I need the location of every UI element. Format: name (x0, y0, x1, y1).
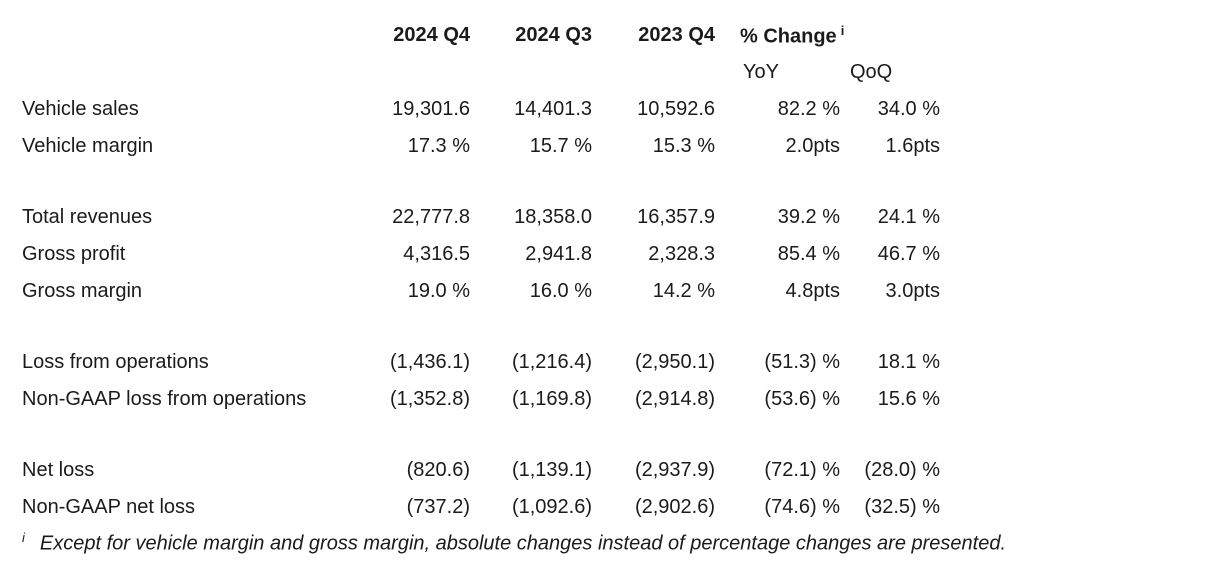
group-spacer-row (22, 310, 940, 344)
cell-2024-q3: (1,169.8) (511, 388, 592, 410)
cell-2024-q3: 14,401.3 (514, 98, 592, 120)
header-spacer-cell (22, 17, 362, 54)
table-row: Non-GAAP loss from operations (1,352.8) (1… (22, 381, 940, 418)
cell-yoy: 39.2 % (777, 206, 840, 228)
table-row: Non-GAAP net loss (737.2) (1,092.6) (2,902.… (22, 489, 940, 526)
col-subheader-qoq: QoQ (850, 61, 893, 83)
row-label: Loss from operations (22, 351, 209, 373)
cell-yoy: (72.1) % (764, 459, 840, 481)
row-label: Vehicle sales (22, 98, 139, 120)
group-spacer-cell (22, 165, 940, 199)
quarter-header-row: 2024 Q4 2024 Q3 2023 Q4 % Change i (22, 17, 940, 54)
cell-2024-q3: (1,092.6) (511, 496, 592, 518)
cell-2024-q4: 19,301.6 (392, 98, 470, 120)
table-row: Gross margin 19.0 % 16.0 % 14.2 % 4.8pts 3.0p… (22, 273, 940, 310)
cell-2024-q4: (737.2) (406, 496, 470, 518)
col-header-2024-q4: 2024 Q4 (393, 24, 470, 46)
col-subheader-yoy: YoY (743, 61, 779, 83)
footnote-mark-superscript: i (840, 22, 845, 38)
col-header-percent-change: % Change i (715, 17, 940, 54)
group-spacer-cell (22, 418, 940, 452)
quarterly-results-table: 2024 Q4 2024 Q3 2023 Q4 % Change i YoY Qo… (22, 17, 940, 526)
cell-yoy: 82.2 % (777, 98, 840, 120)
row-label: Vehicle margin (22, 135, 154, 157)
cell-yoy: (51.3) % (764, 351, 840, 373)
cell-2024-q4: (820.6) (406, 459, 470, 481)
cell-qoq: 3.0pts (885, 280, 940, 302)
cell-yoy: 2.0pts (785, 135, 840, 157)
cell-2023-q4: (2,950.1) (634, 351, 715, 373)
table-row: Vehicle margin 17.3 % 15.7 % 15.3 % 2.0pts 1.… (22, 128, 940, 165)
footnote-text: Except for vehicle margin and gross marg… (39, 532, 1007, 555)
cell-qoq: (28.0) % (864, 459, 940, 481)
cell-2024-q4: 22,777.8 (392, 206, 470, 228)
cell-yoy: 85.4 % (777, 243, 840, 265)
group-spacer-row (22, 418, 940, 452)
cell-2023-q4: (2,914.8) (634, 388, 715, 410)
cell-2024-q3: 18,358.0 (514, 206, 592, 228)
cell-qoq: 15.6 % (877, 388, 940, 410)
cell-2023-q4: 2,328.3 (648, 243, 715, 265)
cell-qoq: 1.6pts (885, 135, 940, 157)
percent-change-label: % Change (740, 25, 837, 48)
table-row: Total revenues 22,777.8 18,358.0 16,357.9 39… (22, 199, 940, 236)
table-row: Gross profit 4,316.5 2,941.8 2,328.3 85.4 % 4… (22, 236, 940, 273)
group-spacer-cell (22, 310, 940, 344)
footnote-mark: i (22, 530, 25, 545)
cell-2024-q3: 15.7 % (529, 135, 592, 157)
cell-2023-q4: 15.3 % (652, 135, 715, 157)
col-header-2024-q3: 2024 Q3 (515, 24, 592, 46)
cell-2023-q4: 10,592.6 (637, 98, 715, 120)
table-row: Vehicle sales 19,301.6 14,401.3 10,592.6 82.… (22, 91, 940, 128)
col-header-2023-q4: 2023 Q4 (638, 24, 715, 46)
cell-2023-q4: (2,937.9) (634, 459, 715, 481)
subheader-row: YoY QoQ (22, 54, 940, 91)
cell-yoy: (74.6) % (764, 496, 840, 518)
cell-2023-q4: 14.2 % (652, 280, 715, 302)
row-label: Non-GAAP loss from operations (22, 388, 307, 410)
row-label: Non-GAAP net loss (22, 496, 196, 518)
row-label: Total revenues (22, 206, 153, 228)
row-label: Net loss (22, 459, 95, 481)
group-spacer-row (22, 165, 940, 199)
cell-2023-q4: 16,357.9 (637, 206, 715, 228)
table-row: Loss from operations (1,436.1) (1,216.4) (2… (22, 344, 940, 381)
cell-2024-q4: (1,436.1) (389, 351, 470, 373)
cell-2024-q3: (1,139.1) (511, 459, 592, 481)
row-label: Gross margin (22, 280, 143, 302)
cell-2024-q4: (1,352.8) (389, 388, 470, 410)
row-label: Gross profit (22, 243, 126, 265)
cell-2024-q3: 16.0 % (529, 280, 592, 302)
footnote: i Except for vehicle margin and gross mar… (22, 530, 1218, 556)
cell-2024-q3: (1,216.4) (511, 351, 592, 373)
cell-qoq: 24.1 % (877, 206, 940, 228)
cell-2023-q4: (2,902.6) (634, 496, 715, 518)
cell-qoq: 18.1 % (877, 351, 940, 373)
cell-2024-q4: 19.0 % (407, 280, 470, 302)
cell-yoy: 4.8pts (785, 280, 840, 302)
table-row: Net loss (820.6) (1,139.1) (2,937.9) (72.1) … (22, 452, 940, 489)
cell-qoq: 46.7 % (877, 243, 940, 265)
cell-2024-q4: 17.3 % (407, 135, 470, 157)
cell-2024-q3: 2,941.8 (525, 243, 592, 265)
cell-2024-q4: 4,316.5 (403, 243, 470, 265)
cell-qoq: (32.5) % (864, 496, 940, 518)
cell-qoq: 34.0 % (877, 98, 940, 120)
cell-yoy: (53.6) % (764, 388, 840, 410)
